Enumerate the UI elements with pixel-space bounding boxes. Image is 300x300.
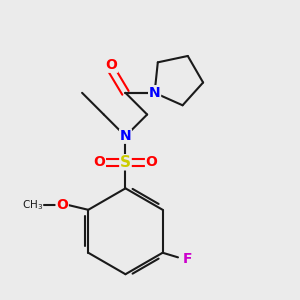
Text: O: O [106, 58, 118, 72]
Text: O: O [146, 155, 158, 169]
Text: CH$_3$: CH$_3$ [22, 198, 44, 212]
Text: F: F [182, 252, 192, 266]
Text: N: N [149, 86, 161, 100]
Text: N: N [120, 129, 131, 143]
Text: N: N [149, 86, 161, 100]
Text: S: S [120, 155, 131, 170]
Text: O: O [94, 155, 105, 169]
Text: O: O [56, 198, 68, 212]
